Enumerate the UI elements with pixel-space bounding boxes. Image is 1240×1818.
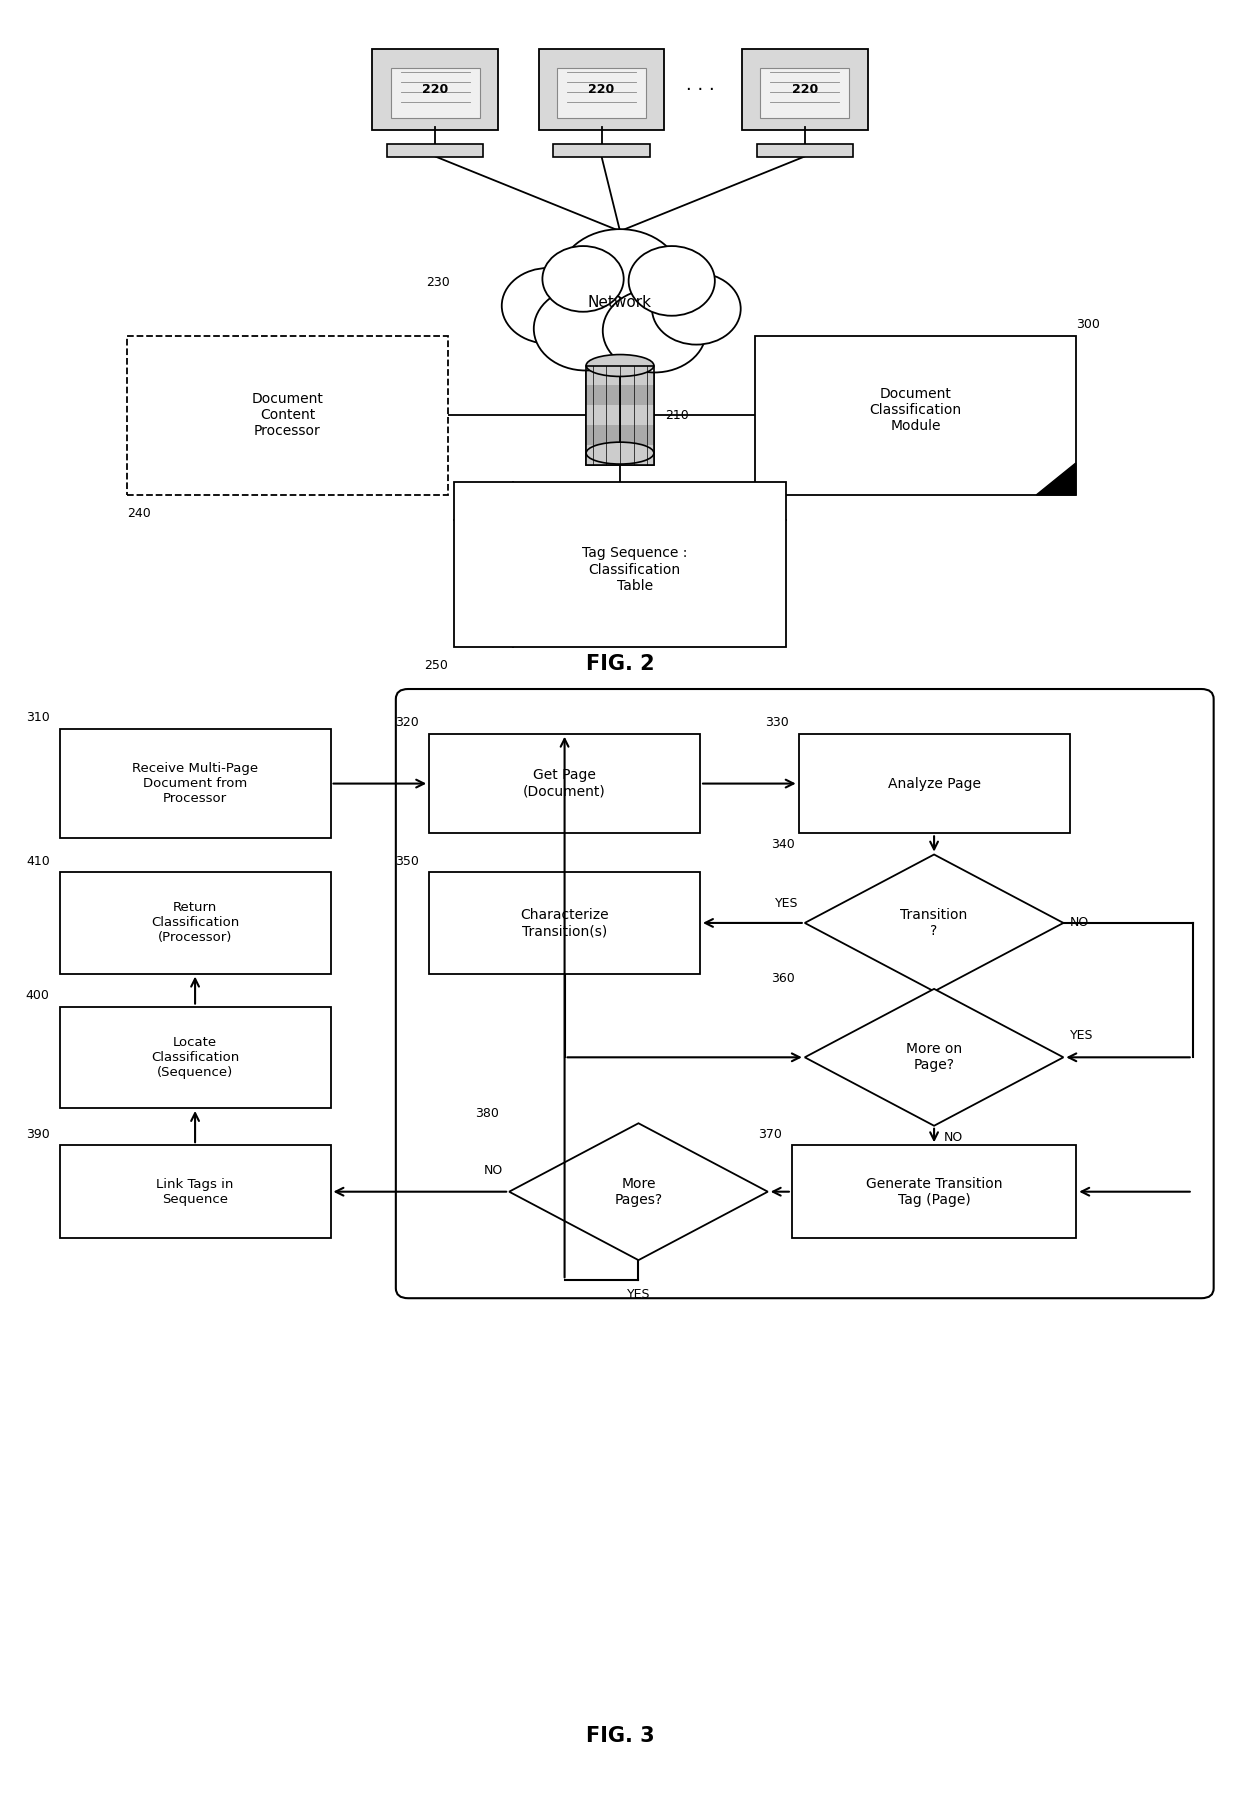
Text: Characterize
Transition(s): Characterize Transition(s)	[521, 907, 609, 938]
Text: Document
Classification
Module: Document Classification Module	[869, 387, 962, 433]
FancyBboxPatch shape	[60, 1145, 331, 1238]
Text: 220: 220	[589, 84, 615, 96]
Polygon shape	[805, 989, 1064, 1125]
FancyBboxPatch shape	[587, 405, 653, 425]
Text: Generate Transition
Tag (Page): Generate Transition Tag (Page)	[866, 1176, 1002, 1207]
FancyBboxPatch shape	[538, 49, 665, 129]
FancyBboxPatch shape	[756, 144, 853, 158]
FancyBboxPatch shape	[372, 49, 498, 129]
Text: 240: 240	[128, 507, 151, 520]
FancyBboxPatch shape	[454, 482, 786, 647]
Text: 390: 390	[26, 1127, 50, 1142]
Text: 310: 310	[26, 711, 50, 724]
FancyBboxPatch shape	[799, 734, 1070, 833]
FancyBboxPatch shape	[587, 365, 653, 385]
FancyBboxPatch shape	[755, 336, 1076, 494]
FancyBboxPatch shape	[429, 873, 701, 974]
Text: 350: 350	[396, 854, 419, 867]
Text: NO: NO	[484, 1164, 503, 1176]
Circle shape	[533, 287, 637, 371]
FancyBboxPatch shape	[587, 365, 653, 465]
Text: More
Pages?: More Pages?	[614, 1176, 662, 1207]
Text: Link Tags in
Sequence: Link Tags in Sequence	[156, 1178, 234, 1205]
Text: 340: 340	[771, 838, 795, 851]
FancyBboxPatch shape	[387, 144, 484, 158]
Text: 370: 370	[758, 1127, 782, 1142]
Circle shape	[542, 245, 624, 311]
Ellipse shape	[587, 442, 653, 464]
Text: 210: 210	[666, 409, 689, 422]
FancyBboxPatch shape	[60, 873, 331, 974]
Text: Transition
?: Transition ?	[900, 907, 967, 938]
Text: 300: 300	[1076, 318, 1100, 331]
FancyBboxPatch shape	[587, 385, 653, 405]
Text: 380: 380	[475, 1107, 500, 1120]
FancyBboxPatch shape	[742, 49, 868, 129]
Polygon shape	[1037, 464, 1076, 494]
Circle shape	[629, 245, 714, 316]
Text: NO: NO	[944, 1131, 963, 1144]
Circle shape	[558, 229, 682, 329]
FancyBboxPatch shape	[391, 67, 480, 118]
Circle shape	[603, 289, 707, 373]
Text: Return
Classification
(Processor): Return Classification (Processor)	[151, 902, 239, 944]
Text: 220: 220	[422, 84, 449, 96]
Text: FIG. 3: FIG. 3	[585, 1725, 655, 1747]
Circle shape	[502, 267, 595, 344]
Text: YES: YES	[775, 896, 799, 911]
FancyBboxPatch shape	[429, 734, 701, 833]
Text: YES: YES	[1070, 1029, 1092, 1042]
Text: 400: 400	[26, 989, 50, 1002]
FancyBboxPatch shape	[557, 67, 646, 118]
Text: More on
Page?: More on Page?	[906, 1042, 962, 1073]
Text: · · ·: · · ·	[686, 80, 714, 98]
FancyBboxPatch shape	[760, 67, 849, 118]
Text: 320: 320	[396, 716, 419, 729]
FancyBboxPatch shape	[128, 336, 448, 494]
Text: Document
Content
Processor: Document Content Processor	[252, 393, 324, 438]
Text: 230: 230	[427, 276, 450, 289]
Text: YES: YES	[626, 1289, 650, 1302]
Text: FIG. 2: FIG. 2	[585, 654, 655, 674]
Ellipse shape	[587, 355, 653, 376]
Text: Get Page
(Document): Get Page (Document)	[523, 769, 606, 798]
Text: Locate
Classification
(Sequence): Locate Classification (Sequence)	[151, 1036, 239, 1078]
Text: Analyze Page: Analyze Page	[888, 776, 981, 791]
Text: Receive Multi-Page
Document from
Processor: Receive Multi-Page Document from Process…	[131, 762, 258, 805]
FancyBboxPatch shape	[792, 1145, 1076, 1238]
FancyBboxPatch shape	[587, 445, 653, 465]
FancyBboxPatch shape	[553, 144, 650, 158]
FancyBboxPatch shape	[587, 425, 653, 445]
Text: Tag Sequence :
Classification
Table: Tag Sequence : Classification Table	[582, 547, 687, 593]
FancyBboxPatch shape	[60, 729, 331, 838]
Text: 410: 410	[26, 854, 50, 867]
Text: Network: Network	[588, 295, 652, 311]
Polygon shape	[805, 854, 1064, 991]
FancyBboxPatch shape	[60, 1007, 331, 1109]
Text: 330: 330	[765, 716, 789, 729]
Text: NO: NO	[1070, 916, 1089, 929]
Text: 360: 360	[771, 973, 795, 985]
Text: 250: 250	[424, 658, 448, 671]
Polygon shape	[510, 1124, 768, 1260]
Text: 220: 220	[791, 84, 818, 96]
Circle shape	[652, 273, 740, 345]
